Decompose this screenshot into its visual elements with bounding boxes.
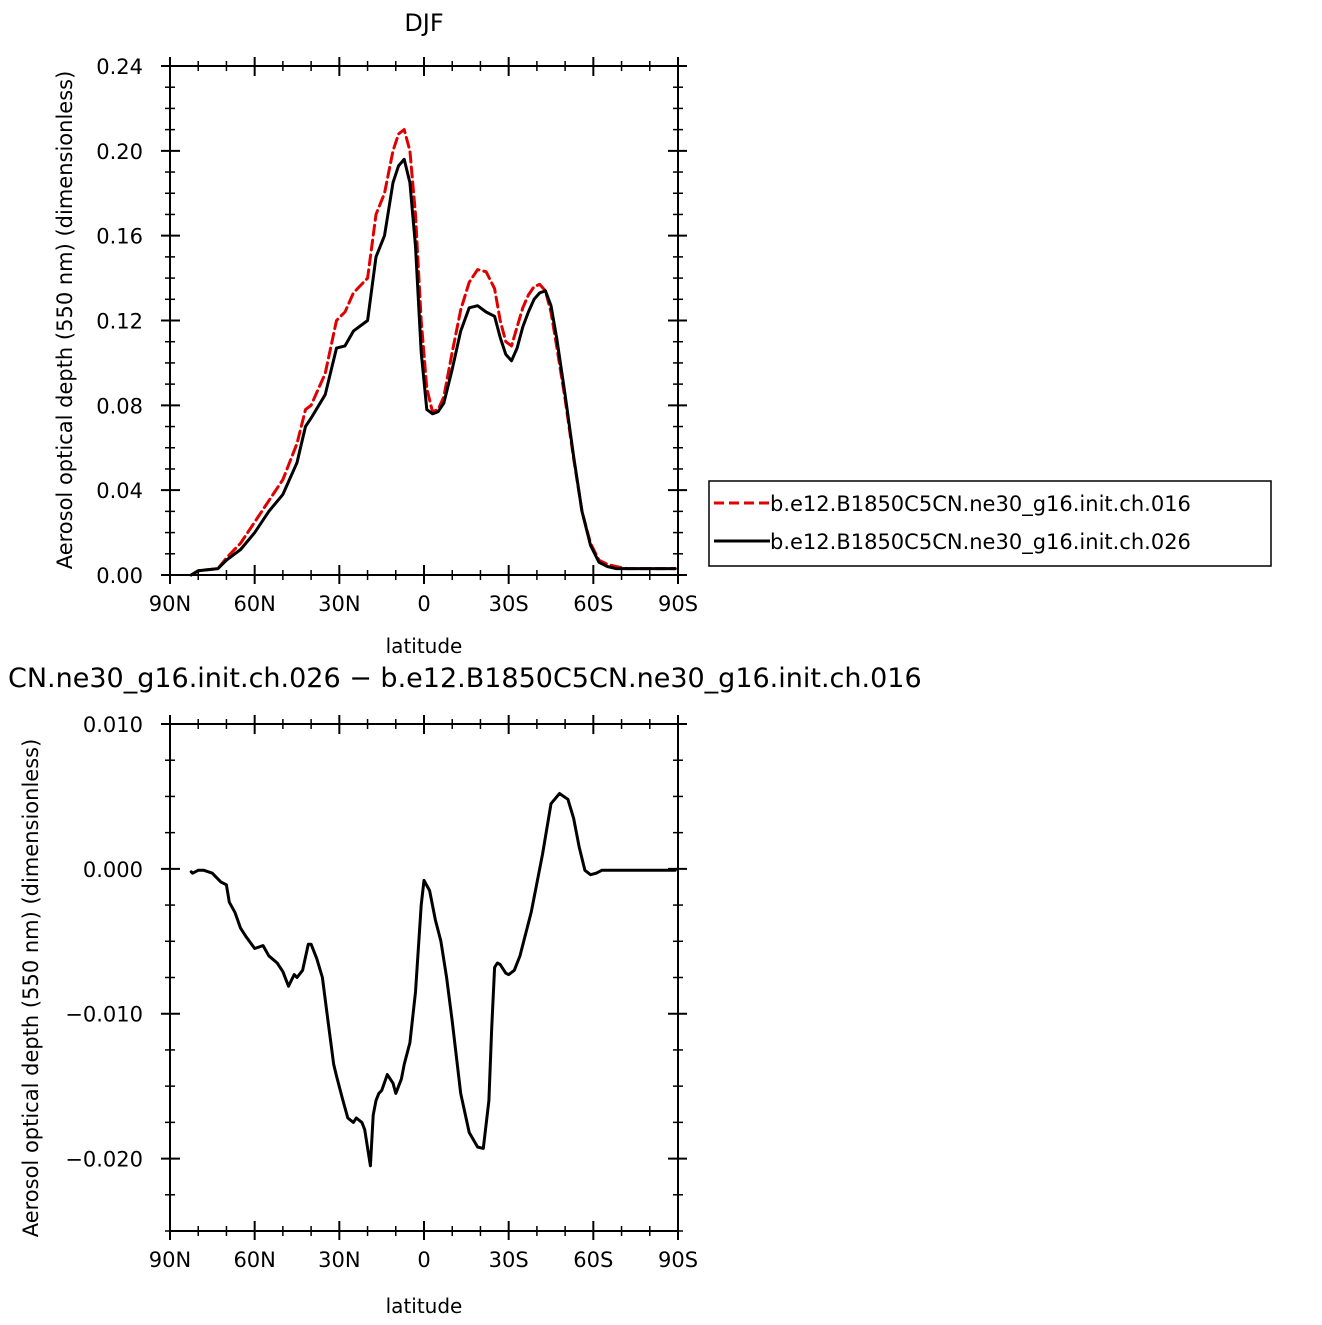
- series-line-1: [189, 157, 677, 577]
- x-tick-label: 60N: [233, 1248, 275, 1272]
- x-tick-label: 30N: [318, 1248, 360, 1272]
- y-tick-label: 0.010: [83, 713, 143, 737]
- top-x-tick-labels: 90N 60N 30N 0 30S 60S 90S: [149, 592, 698, 616]
- series-line-0: [189, 128, 677, 577]
- x-tick-label: 90S: [658, 592, 698, 616]
- bottom-title: CN.ne30_g16.init.ch.026 − b.e12.B1850C5C…: [8, 663, 922, 694]
- y-tick-label: 0.12: [96, 310, 143, 334]
- top-y-tick-labels: 0.00 0.04 0.08 0.12 0.16 0.20 0.24: [96, 55, 143, 588]
- y-tick-label: 0.20: [96, 140, 143, 164]
- bottom-plot-frame: [169, 723, 679, 1232]
- x-tick-label: 0: [417, 1248, 430, 1272]
- top-plot-frame: [169, 65, 679, 576]
- x-tick-label: 90N: [149, 592, 191, 616]
- top-title: DJF: [404, 9, 443, 37]
- x-tick-label: 90N: [149, 1248, 191, 1272]
- y-tick-label: 0.000: [83, 858, 143, 882]
- x-tick-label: 0: [417, 592, 430, 616]
- y-tick-label: 0.04: [96, 479, 143, 503]
- top-y-axis-label: Aerosol optical depth (550 nm) (dimensio…: [53, 71, 77, 570]
- x-tick-label: 60S: [573, 592, 613, 616]
- top-x-axis-label: latitude: [386, 634, 463, 658]
- y-tick-label: −0.010: [65, 1003, 143, 1027]
- bottom-series: [189, 792, 677, 1168]
- legend-label-026: b.e12.B1850C5CN.ne30_g16.init.ch.026: [770, 530, 1191, 555]
- bottom-y-axis-label: Aerosol optical depth (550 nm) (dimensio…: [19, 739, 43, 1238]
- bottom-x-tick-labels: 90N 60N 30N 0 30S 60S 90S: [149, 1248, 698, 1272]
- y-tick-label: 0.08: [96, 394, 143, 418]
- y-tick-label: 0.24: [96, 55, 143, 79]
- top-panel: DJF 0.00 0.04 0.08 0.12 0.16 0.20 0.24 90N 60N 3…: [53, 9, 1272, 658]
- bottom-y-tick-labels: −0.020 −0.010 0.000 0.010: [65, 713, 143, 1172]
- top-ticks: [161, 57, 687, 584]
- x-tick-label: 60N: [233, 592, 275, 616]
- x-tick-label: 30S: [489, 1248, 529, 1272]
- y-tick-label: 0.16: [96, 225, 143, 249]
- x-tick-label: 90S: [658, 1248, 698, 1272]
- bottom-x-axis-label: latitude: [386, 1294, 463, 1318]
- y-tick-label: 0.00: [96, 564, 143, 588]
- y-tick-label: −0.020: [65, 1148, 143, 1172]
- x-tick-label: 30S: [489, 592, 529, 616]
- bottom-panel: CN.ne30_g16.init.ch.026 − b.e12.B1850C5C…: [8, 663, 922, 1318]
- series-line-0: [189, 792, 677, 1168]
- x-tick-label: 60S: [573, 1248, 613, 1272]
- x-tick-label: 30N: [318, 592, 360, 616]
- legend-box: [708, 480, 1272, 567]
- legend-label-016: b.e12.B1850C5CN.ne30_g16.init.ch.016: [770, 492, 1191, 517]
- top-series: [189, 128, 677, 577]
- bottom-ticks: [161, 715, 687, 1240]
- top-legend: b.e12.B1850C5CN.ne30_g16.init.ch.016 b.e…: [708, 480, 1272, 567]
